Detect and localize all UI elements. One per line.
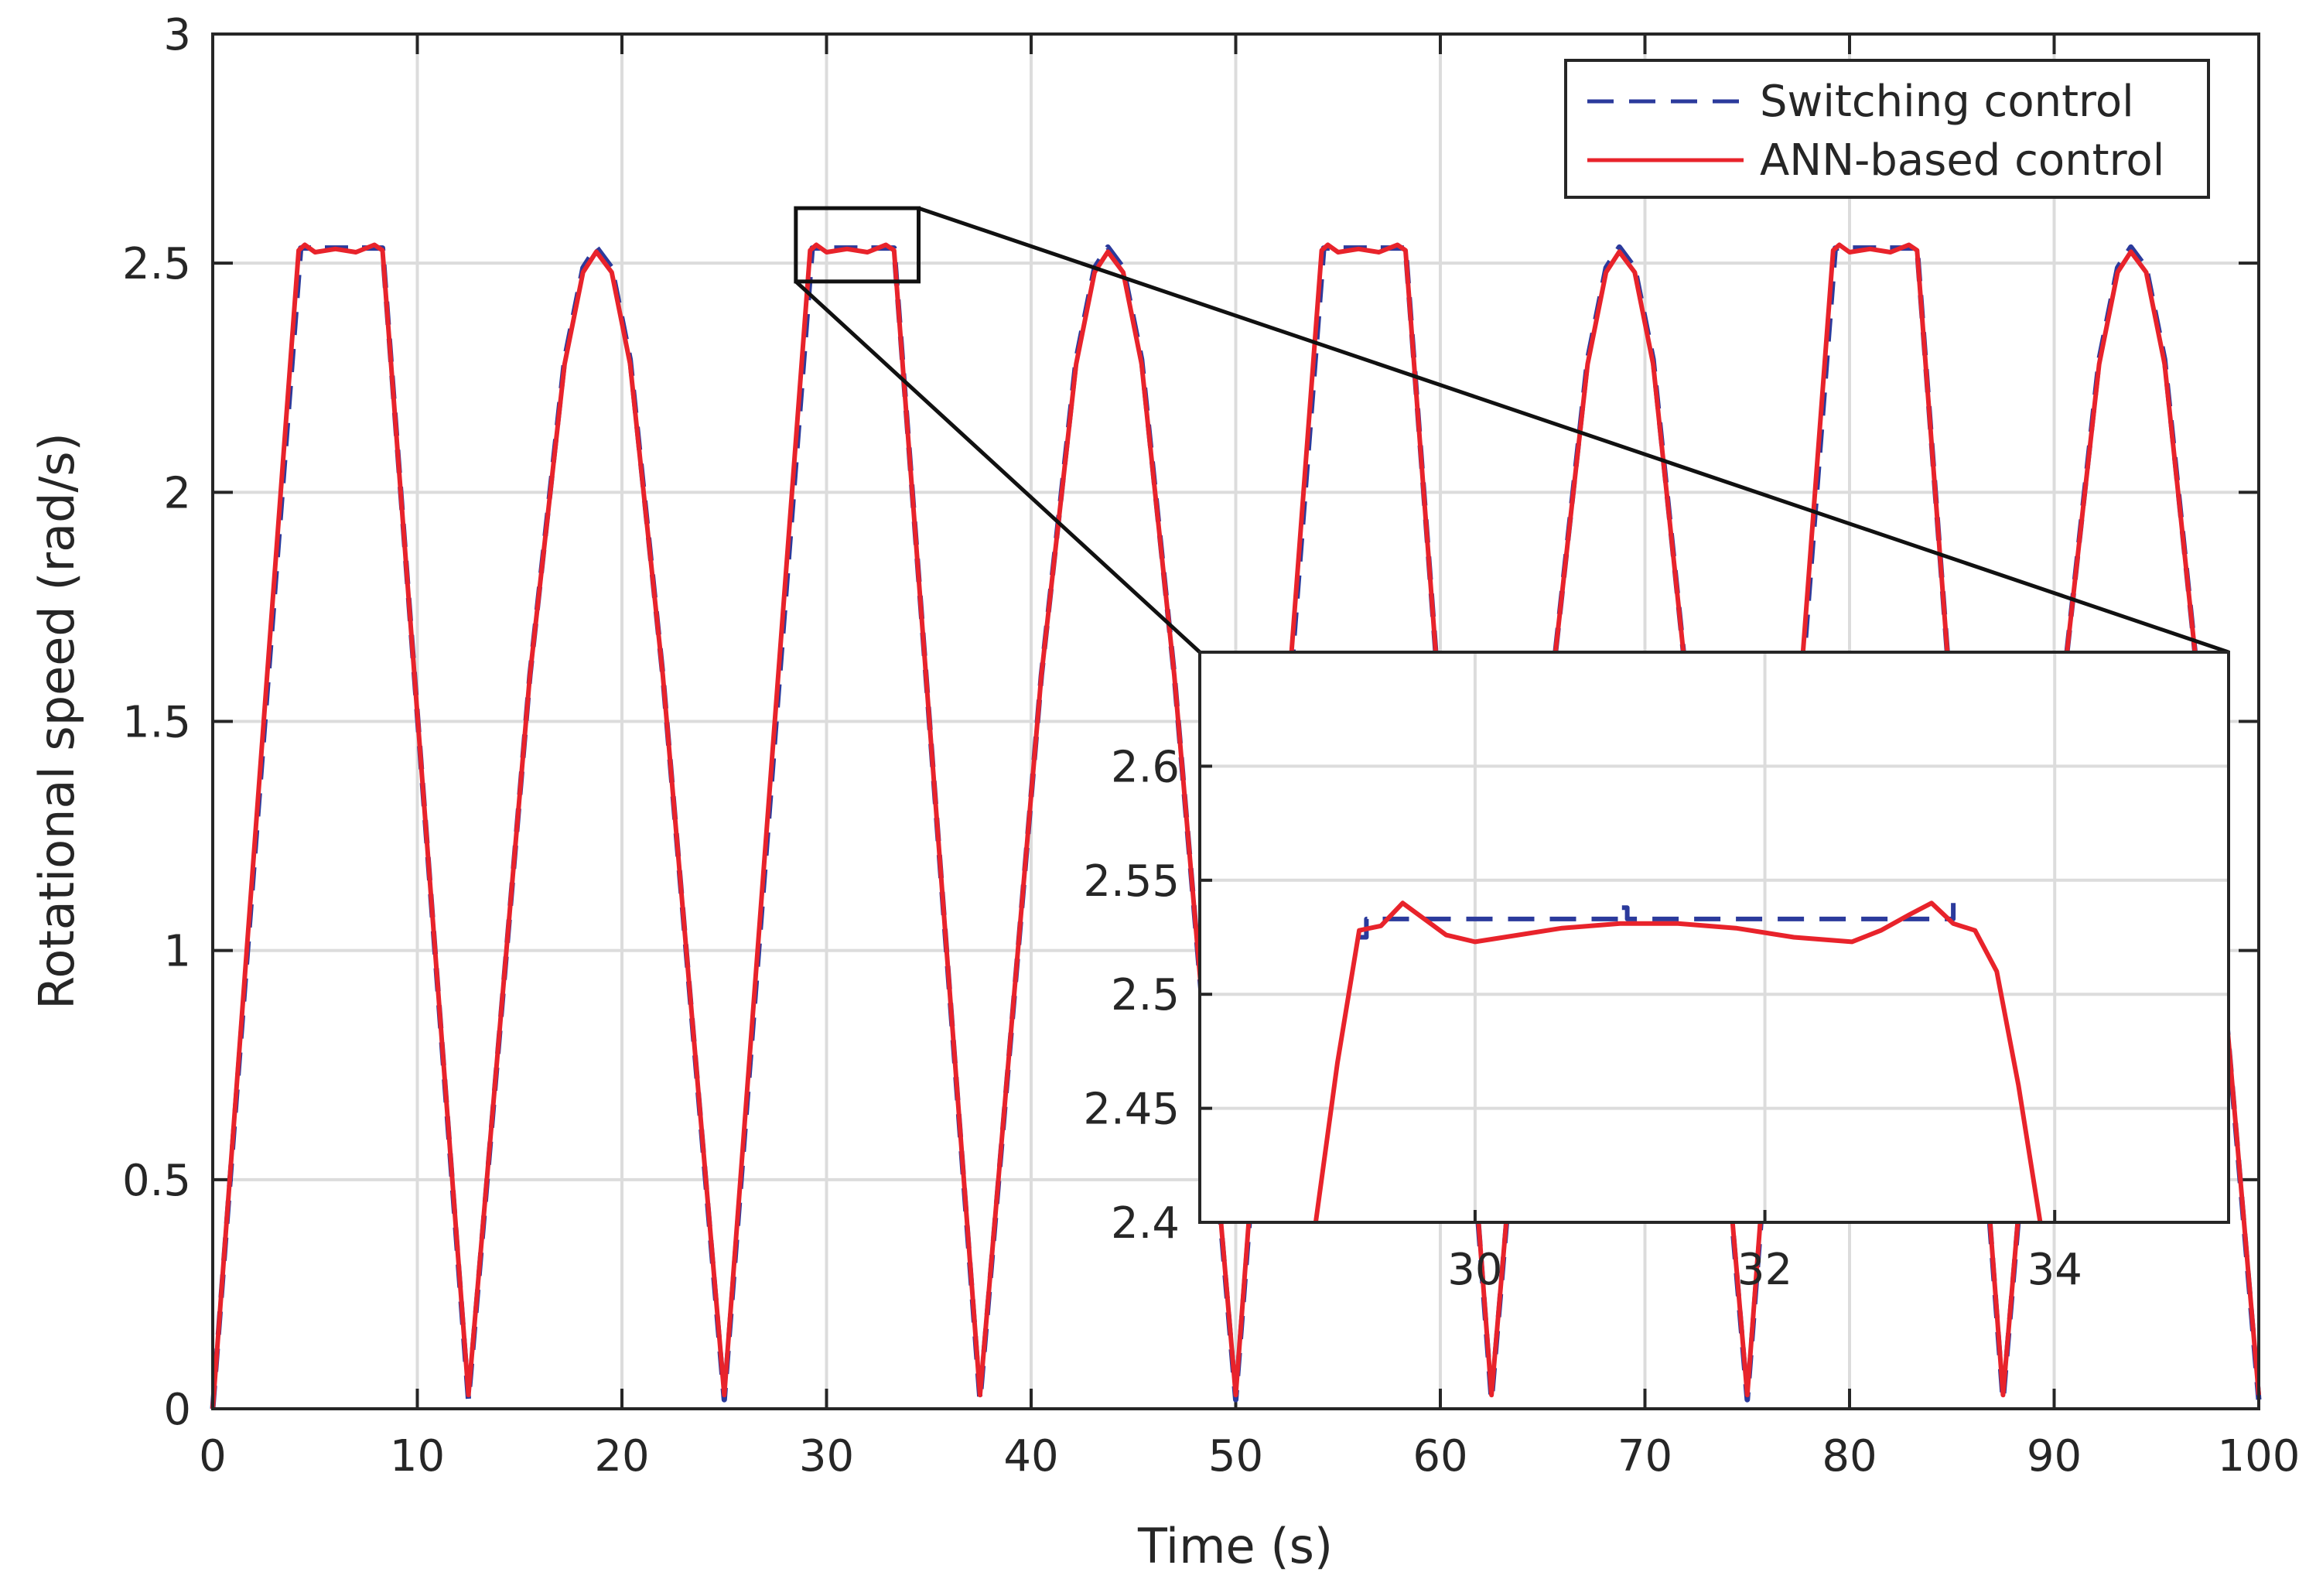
inset-series-ann-line [1313, 901, 2043, 1223]
inset-ytick-label: 2.4 [1111, 1198, 1180, 1249]
inset-xtick-label: 30 [1447, 1245, 1502, 1295]
main-ytick-labels: 0 0.5 1 1.5 2 2.5 3 [122, 10, 191, 1435]
inset-series [1313, 901, 2043, 1223]
main-xtick-labels: 0 10 20 30 40 50 60 70 80 90 100 [199, 1431, 2300, 1482]
main-xtick-label: 100 [2218, 1431, 2301, 1482]
main-ytick-label: 0 [163, 1385, 191, 1435]
main-series-ann-line [210, 242, 2261, 1410]
zoom-indicator [794, 206, 2229, 654]
inset-ytick-label: 2.55 [1083, 856, 1180, 907]
main-xtick-label: 70 [1617, 1431, 1672, 1482]
zoom-connector-bottom [794, 280, 1201, 654]
main-ytick-label: 3 [163, 10, 191, 60]
zoom-connector-top [917, 206, 2229, 654]
main-xtick-label: 0 [199, 1431, 227, 1482]
zoom-rect [794, 206, 921, 284]
main-ytick-label: 1 [163, 927, 191, 977]
inset-plot-frame [1198, 651, 2230, 1224]
inset-plot: 30 32 34 2.4 2.45 2.5 2.55 2.6 [1083, 651, 2230, 1295]
main-xtick-label: 10 [390, 1431, 445, 1482]
inset-ytick-label: 2.6 [1111, 742, 1180, 792]
main-plot-frame [211, 32, 2260, 1410]
main-ytick-label: 0.5 [122, 1156, 191, 1206]
inset-ytick-label: 2.5 [1111, 970, 1180, 1020]
inset-ytick-labels: 2.4 2.45 2.5 2.55 2.6 [1083, 742, 1180, 1249]
legend-label-switching: Switching control [1760, 77, 2134, 127]
main-ytick-label: 1.5 [122, 698, 191, 748]
inset-xtick-label: 34 [2027, 1245, 2082, 1295]
main-series [210, 242, 2262, 1410]
main-xtick-label: 80 [1822, 1431, 1877, 1482]
main-xtick-label: 20 [594, 1431, 649, 1482]
legend-box [1564, 59, 2210, 199]
main-xtick-label: 50 [1208, 1431, 1263, 1482]
main-xtick-label: 60 [1412, 1431, 1467, 1482]
inset-xtick-label: 32 [1737, 1245, 1792, 1295]
legend-label-ann: ANN-based control [1760, 135, 2164, 186]
main-ytick-label: 2.5 [122, 239, 191, 289]
main-ytick-label: 2 [163, 468, 191, 518]
inset-series-switching-line [1359, 903, 1956, 940]
inset-ytick-label: 2.45 [1083, 1085, 1180, 1135]
inset-xtick-labels: 30 32 34 [1447, 1245, 2082, 1295]
main-xtick-label: 30 [799, 1431, 854, 1482]
legend: Switching control ANN-based control [1564, 59, 2210, 199]
x-axis-title: Time (s) [1137, 1518, 1333, 1574]
y-axis-title: Rotational speed (rad/s) [29, 432, 85, 1010]
main-xtick-label: 90 [2027, 1431, 2082, 1482]
inset-background [1200, 652, 2229, 1222]
main-xtick-label: 40 [1003, 1431, 1058, 1482]
